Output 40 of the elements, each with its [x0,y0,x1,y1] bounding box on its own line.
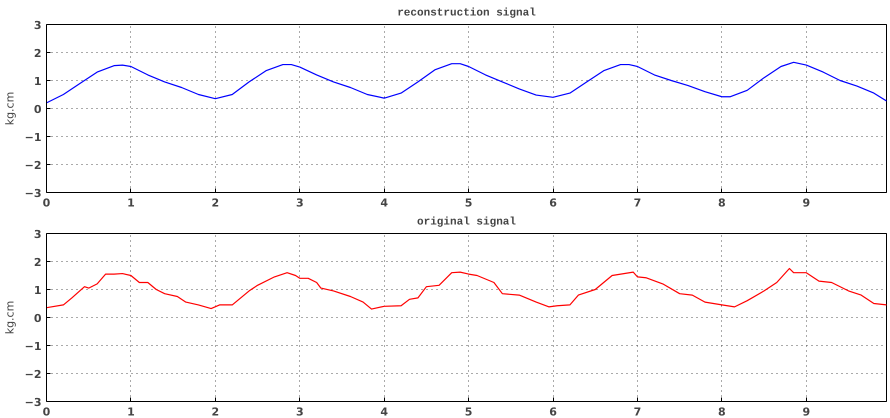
x-tick-label: 3 [296,406,304,418]
y-tick-label: 2 [34,256,42,269]
x-tick-label: 1 [127,406,135,418]
y-axis-title: kg.cm [4,92,17,126]
x-tick-label: 3 [296,196,304,210]
y-tick-label: 3 [34,19,42,32]
y-axis-title: kg.cm [4,300,17,334]
x-tick-label: 5 [464,196,472,210]
x-tick-label: 1 [127,196,135,210]
y-tick-label: −1 [24,340,42,353]
x-tick-label: 9 [802,196,810,210]
y-tick-label: −3 [24,187,42,200]
y-tick-label: 3 [34,228,42,241]
y-tick-label: −3 [24,396,42,409]
y-tick-label: 0 [34,103,42,116]
x-tick-label: 4 [380,406,388,418]
x-tick-label: 2 [212,406,220,418]
x-tick-label: 6 [549,196,558,210]
x-tick-label: 0 [42,196,51,210]
y-tick-label: 0 [34,312,42,325]
line-series [46,62,886,104]
x-tick-label: 6 [549,406,558,418]
x-tick-label: 2 [212,196,220,210]
y-tick-label: 2 [34,47,42,60]
x-tick-label: 7 [634,196,642,210]
x-tick-label: 8 [718,406,726,418]
x-tick-label: 0 [42,406,51,418]
line-series [46,268,886,310]
y-tick-label: −2 [24,368,42,381]
y-tick-label: 1 [34,75,42,88]
x-tick-label: 5 [464,406,472,418]
chart-title: original signal [416,216,516,228]
x-tick-label: 7 [634,406,642,418]
x-tick-label: 9 [802,406,810,418]
x-tick-label: 4 [380,196,388,210]
y-tick-label: −2 [24,159,42,172]
y-tick-label: −1 [24,131,42,144]
x-tick-label: 8 [718,196,726,210]
chart-title: reconstruction signal [397,8,536,20]
y-tick-label: 1 [34,284,42,297]
